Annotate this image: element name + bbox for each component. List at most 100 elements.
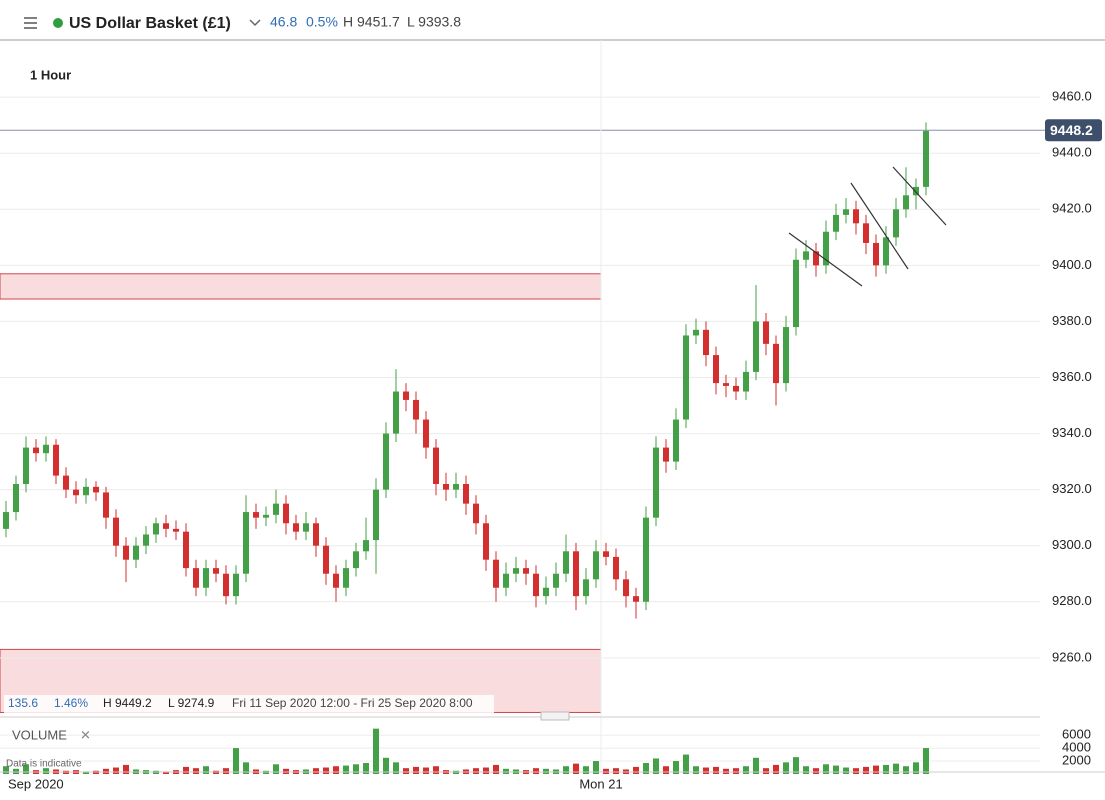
candle-body [293, 523, 299, 532]
y-tick-label: 9420.0 [1052, 201, 1092, 216]
volume-bar [593, 761, 599, 774]
y-tick-label: 6000 [1062, 727, 1091, 742]
menu-icon[interactable] [24, 17, 37, 29]
candle-body [563, 551, 569, 574]
candle-body [273, 503, 279, 515]
candle-body [603, 551, 609, 557]
volume-bar [203, 766, 209, 774]
candle-body [243, 512, 249, 574]
candle-body [333, 573, 339, 588]
candle-body [93, 486, 99, 493]
candle-body [193, 568, 199, 588]
y-tick-label: 9260.0 [1052, 649, 1092, 664]
candle-body [363, 540, 369, 552]
y-tick-label: 9400.0 [1052, 257, 1092, 272]
candle-body [73, 489, 79, 496]
candle-body [703, 329, 709, 356]
y-tick-label: 2000 [1062, 752, 1091, 767]
candle-body [443, 484, 449, 490]
volume-bar [683, 754, 689, 774]
volume-bar [803, 766, 809, 774]
status-dot [53, 18, 63, 28]
candle-body [763, 321, 769, 344]
candle-body [553, 573, 559, 588]
y-tick-label: 9340.0 [1052, 425, 1092, 440]
candle-body [123, 545, 129, 560]
volume-bar [273, 764, 279, 774]
candle-body [263, 514, 269, 518]
volume-bar [13, 768, 19, 774]
volume-bar [853, 768, 859, 774]
y-tick-label: 9460.0 [1052, 89, 1092, 104]
candle-body [723, 383, 729, 386]
volume-bar [713, 766, 719, 774]
volume-bar [283, 768, 289, 774]
candle-body [483, 523, 489, 560]
volume-bar [753, 757, 759, 774]
candle-body [253, 512, 259, 518]
candle-body [473, 503, 479, 524]
candle-body [163, 523, 169, 529]
volume-bar [233, 748, 239, 774]
candle-body [833, 214, 839, 232]
candle-body [633, 596, 639, 602]
candle-body [143, 534, 149, 546]
header-change-pct: 0.5% [306, 14, 338, 30]
interval-label[interactable]: 1 Hour [30, 67, 71, 82]
candle-body [453, 484, 459, 490]
volume-bar [473, 768, 479, 774]
volume-close[interactable]: ✕ [80, 727, 91, 742]
instrument-name[interactable]: US Dollar Basket (£1) [69, 15, 231, 32]
volume-bar [903, 766, 909, 774]
volume-bar [413, 766, 419, 774]
dropdown-arrow[interactable] [249, 19, 261, 27]
volume-bar [793, 757, 799, 774]
panel-resize-handle[interactable] [540, 711, 570, 721]
volume-bar [243, 762, 249, 774]
volume-bar [483, 767, 489, 774]
candle-body [713, 355, 719, 384]
volume-bar [333, 766, 339, 774]
candle-body [743, 371, 749, 392]
candle-body [373, 489, 379, 541]
candle-body [683, 335, 689, 420]
volume-bar [833, 765, 839, 774]
volume-bar [83, 771, 89, 774]
volume-bar [663, 766, 669, 774]
candle-body [83, 486, 89, 496]
candle-body [863, 223, 869, 243]
y-tick-label: 9360.0 [1052, 369, 1092, 384]
volume-bar [863, 766, 869, 774]
stats-change-pct: 1.46% [54, 696, 88, 710]
candle-body [803, 251, 809, 260]
candle-body [213, 568, 219, 574]
candle-body [133, 545, 139, 560]
volume-bar [3, 766, 9, 774]
candle-body [283, 503, 289, 524]
candle-body [33, 447, 39, 454]
volume-bar [23, 764, 29, 774]
volume-bar [573, 763, 579, 774]
header-change: 46.8 [270, 14, 297, 30]
candle-body [753, 321, 759, 372]
volume-bar [323, 767, 329, 774]
header-low: L 9393.8 [407, 14, 461, 30]
candle-body [913, 186, 919, 196]
candle-body [843, 209, 849, 215]
candle-body [203, 568, 209, 588]
candle-body [13, 484, 19, 513]
volume-bar [693, 766, 699, 774]
candle-body [823, 231, 829, 266]
volume-bar [873, 765, 879, 774]
volume-bar [493, 764, 499, 774]
candle-body [173, 528, 179, 532]
candle-body [853, 209, 859, 224]
volume-bar [543, 768, 549, 774]
volume-bar [193, 768, 199, 774]
volume-bar [433, 766, 439, 774]
volume-bar [893, 763, 899, 774]
volume-bar [163, 771, 169, 774]
candle-body [403, 391, 409, 400]
volume-bar [703, 767, 709, 774]
candle-body [323, 545, 329, 574]
